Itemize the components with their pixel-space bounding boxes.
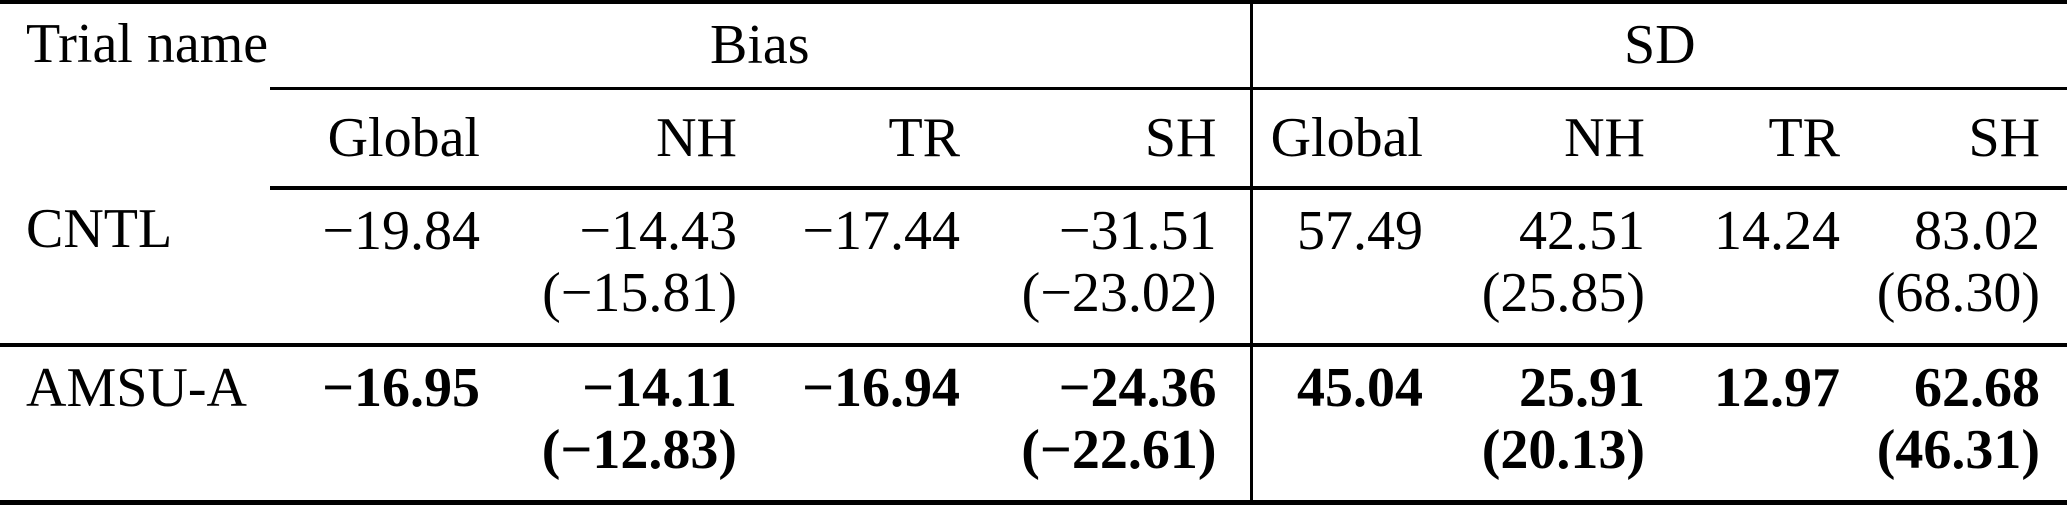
cell-amsua-sd-nh: 25.91 (20.13) — [1481, 357, 1645, 482]
cell-cntl-sd-sh: 83.02 (68.30) — [1870, 188, 2067, 348]
cell-cntl-bias-global: −19.84 — [270, 188, 510, 348]
cell-cntl-bias-sh: −31.51 (−23.02) — [990, 188, 1253, 348]
col-header-bias-global: Global — [270, 88, 510, 191]
cell-cntl-bias-nh: −14.43 (−15.81) — [510, 188, 767, 348]
cell-amsua-sd-global: 45.04 — [1297, 357, 1423, 420]
cell-amsua-bias-nh: −14.11 (−12.83) — [541, 357, 737, 482]
cell-cntl-bias-tr: −17.44 — [767, 188, 990, 348]
col-header-bias-sh: SH — [990, 88, 1253, 191]
cell-cntl-sd-nh: 42.51 (25.85) — [1453, 188, 1675, 348]
row-label-cntl: CNTL — [0, 188, 270, 348]
col-header-sd-tr: TR — [1675, 88, 1870, 191]
col-header-bias-nh: NH — [510, 88, 767, 191]
cell-amsua-sd-tr: 12.97 — [1714, 357, 1840, 420]
cell-amsua-sd-sh: 62.68 (46.31) — [1876, 357, 2041, 482]
cell-amsua-bias-sh: −24.36 (−22.61) — [990, 345, 1253, 503]
corner-header-trial-name: Trial name — [26, 13, 269, 75]
table-row-cntl: CNTL −19.84 −14.43 (−15.81) −17.44 −31.5… — [0, 188, 2067, 348]
col-header-sd-sh: SH — [1870, 88, 2067, 191]
row-label-amsu-a: AMSU-A — [26, 357, 247, 420]
cell-amsua-bias-global: −16.95 — [322, 357, 480, 420]
cell-cntl-sd-global: 57.49 — [1251, 188, 1453, 348]
col-header-bias-tr: TR — [767, 88, 990, 191]
col-header-sd-nh: NH — [1453, 88, 1675, 191]
cell-cntl-sd-tr: 14.24 — [1675, 188, 1870, 348]
group-header-sd: SD — [1251, 2, 2067, 90]
cell-amsua-bias-tr: −16.94 — [802, 357, 960, 420]
col-header-sd-global: Global — [1251, 88, 1453, 191]
group-header-bias: Bias — [270, 2, 1253, 90]
table-row-amsu-a: AMSU-A −16.95 −14.11 (−12.83) −16.94 −24… — [0, 345, 2067, 503]
sub-header-row: Global NH TR SH Global NH TR SH — [0, 88, 2067, 191]
group-header-row: Trial name Bias SD — [0, 2, 2067, 90]
